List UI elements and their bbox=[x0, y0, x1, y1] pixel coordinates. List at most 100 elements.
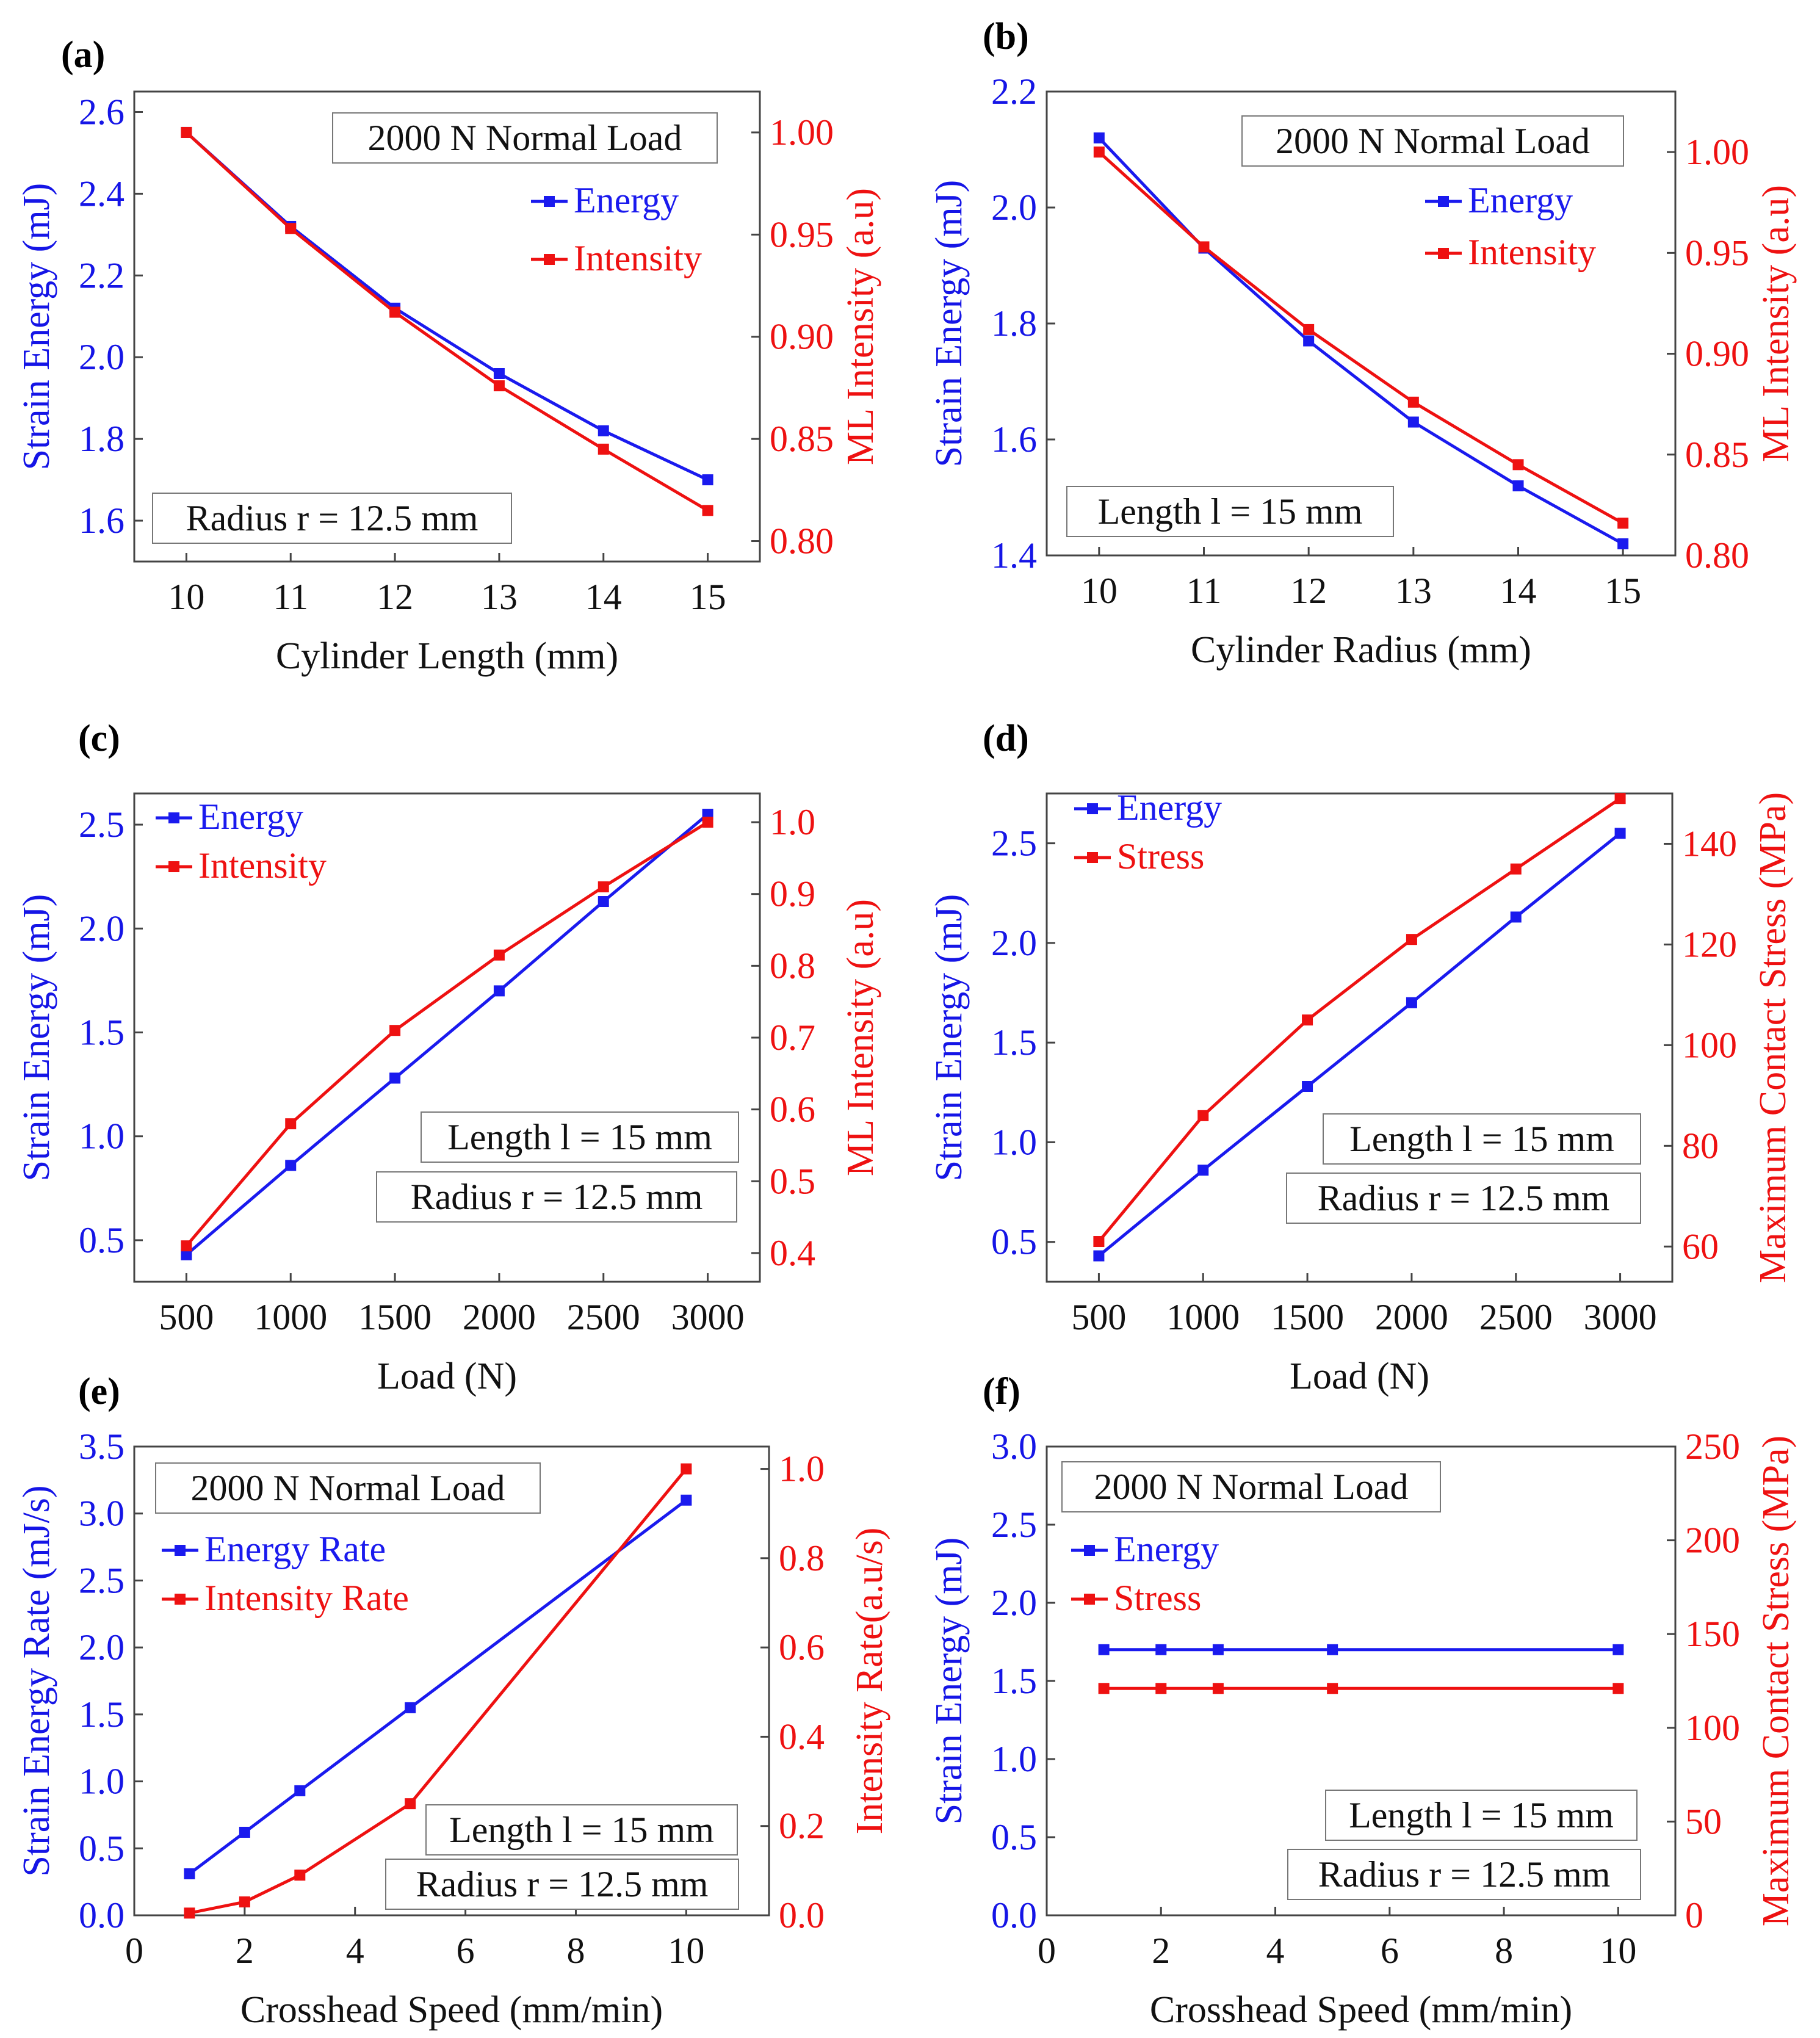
y-left-tick-label: 2.6 bbox=[79, 92, 125, 132]
data-point bbox=[181, 1249, 192, 1260]
x-tick-label: 2 bbox=[1152, 1931, 1170, 1971]
y-left-tick-label: 0.5 bbox=[79, 1828, 125, 1868]
y-right-tick-label: 80 bbox=[1682, 1126, 1719, 1166]
data-point bbox=[1155, 1644, 1167, 1655]
legend-label: Intensity bbox=[198, 845, 327, 886]
y-left-tick-label: 3.0 bbox=[991, 1426, 1037, 1467]
y-right-tick-label: 0.8 bbox=[779, 1538, 825, 1578]
chart-panel-e: (e) 0 2 4 6 8 10 0.0 0.5 1.0 1.5 2.0 2.5 3.0 3.5 0.0 0.2… bbox=[16, 1371, 890, 2031]
data-point bbox=[681, 1494, 692, 1506]
annotation-text: Radius r = 12.5 mm bbox=[186, 498, 478, 538]
data-point bbox=[1198, 241, 1210, 253]
y-left-axis-label: Strain Energy (mJ) bbox=[928, 894, 970, 1182]
y-left-tick-label: 2.5 bbox=[991, 823, 1037, 864]
y-right-tick-label: 0.85 bbox=[1685, 435, 1749, 475]
legend-label: Energy bbox=[574, 180, 679, 220]
y-right-tick-label: 0.7 bbox=[770, 1017, 815, 1058]
x-tick-label: 3000 bbox=[1584, 1297, 1657, 1337]
series-line-intensity bbox=[185, 131, 709, 512]
data-point bbox=[285, 223, 297, 234]
panel-letter: (f) bbox=[983, 1371, 1020, 1412]
data-point bbox=[1407, 416, 1419, 428]
y-left-tick-label: 1.0 bbox=[991, 1122, 1037, 1162]
annotation-box bbox=[385, 1859, 739, 1910]
data-point bbox=[1407, 396, 1419, 408]
data-point bbox=[1093, 132, 1105, 143]
data-point bbox=[1303, 335, 1315, 347]
panel-letter: (e) bbox=[78, 1371, 120, 1412]
y-right-tick-label: 0.8 bbox=[770, 945, 815, 986]
y-left-tick-label: 1.5 bbox=[79, 1012, 125, 1052]
y-right-tick-label: 0.6 bbox=[770, 1089, 815, 1130]
data-point bbox=[1612, 1644, 1624, 1655]
x-tick-label: 500 bbox=[1071, 1297, 1126, 1337]
y-left-tick-label: 0.5 bbox=[991, 1222, 1037, 1262]
series-line-stress bbox=[1097, 797, 1621, 1243]
x-tick-label: 14 bbox=[1500, 571, 1537, 611]
y-right-tick-label: 0.80 bbox=[770, 521, 834, 562]
data-point bbox=[184, 1907, 195, 1919]
x-tick-label: 12 bbox=[377, 577, 413, 617]
chart-panel-c: (c) 500 1000 1500 2000 2500 3000 0.5 1.0 1.5 2.0 2.… bbox=[16, 718, 881, 1397]
y-right-tick-label: 1.0 bbox=[770, 802, 815, 842]
annotation-text: 2000 N Normal Load bbox=[191, 1468, 505, 1508]
y-left-tick-label: 2.5 bbox=[79, 804, 125, 845]
data-point bbox=[1093, 146, 1105, 158]
data-point bbox=[1093, 1250, 1105, 1262]
y-right-tick-label: 150 bbox=[1685, 1614, 1740, 1654]
y-right-tick-label: 200 bbox=[1685, 1520, 1740, 1561]
data-point bbox=[184, 1868, 195, 1879]
data-point bbox=[493, 985, 505, 997]
y-right-tick-label: 0.90 bbox=[1685, 334, 1749, 374]
y-left-tick-label: 2.0 bbox=[79, 908, 125, 949]
y-left-tick-label: 2.0 bbox=[991, 1583, 1037, 1623]
y-right-axis-label: ML Intensity (a.u) bbox=[1755, 185, 1797, 462]
annotation-box bbox=[332, 112, 718, 164]
data-point bbox=[389, 1025, 401, 1036]
data-point bbox=[1098, 1644, 1110, 1655]
y-right-tick-label: 1.00 bbox=[770, 112, 834, 153]
x-tick-label: 4 bbox=[1266, 1931, 1285, 1971]
y-left-tick-label: 1.0 bbox=[79, 1762, 125, 1802]
y-left-tick-label: 0.0 bbox=[79, 1895, 125, 1935]
data-point bbox=[598, 425, 609, 436]
y-right-tick-label: 0.4 bbox=[770, 1233, 815, 1273]
data-point bbox=[181, 1240, 192, 1252]
x-tick-label: 2000 bbox=[1375, 1297, 1448, 1337]
y-right-axis-label: ML Intensity (a.u) bbox=[840, 188, 881, 465]
annotation-box bbox=[1066, 486, 1394, 537]
annotation-box bbox=[1323, 1113, 1641, 1165]
data-point bbox=[181, 126, 192, 138]
y-right-tick-label: 100 bbox=[1685, 1708, 1740, 1748]
data-point bbox=[1302, 1081, 1313, 1092]
y-right-tick-label: 0.4 bbox=[779, 1716, 825, 1757]
x-tick-label: 0 bbox=[125, 1931, 143, 1971]
y-left-axis-label: Strain Energy (mJ) bbox=[928, 1538, 970, 1825]
legend-marker bbox=[1087, 852, 1098, 863]
x-tick-label: 13 bbox=[481, 577, 518, 617]
data-point bbox=[294, 1785, 306, 1796]
legend-label: Stress bbox=[1117, 836, 1204, 876]
x-tick-label: 1000 bbox=[1166, 1297, 1240, 1337]
panel-letter: (c) bbox=[78, 718, 120, 759]
data-point bbox=[294, 1870, 306, 1881]
x-tick-label: 2000 bbox=[463, 1297, 536, 1337]
y-left-tick-label: 1.5 bbox=[79, 1694, 125, 1735]
data-point bbox=[389, 306, 401, 318]
annotation-box bbox=[152, 493, 512, 544]
x-tick-label: 12 bbox=[1290, 571, 1327, 611]
y-left-tick-label: 0.5 bbox=[79, 1220, 125, 1260]
x-tick-label: 15 bbox=[1605, 571, 1641, 611]
y-left-tick-label: 1.6 bbox=[79, 500, 125, 541]
data-point bbox=[239, 1896, 250, 1908]
data-point bbox=[702, 817, 713, 828]
y-right-axis-label: Intensity Rate(a.u/s) bbox=[849, 1528, 890, 1835]
data-point bbox=[1406, 934, 1417, 945]
x-tick-label: 10 bbox=[1600, 1931, 1636, 1971]
y-left-tick-label: 2.5 bbox=[79, 1560, 125, 1600]
y-left-tick-label: 1.6 bbox=[991, 419, 1037, 460]
plot-frame bbox=[133, 90, 761, 563]
x-tick-label: 13 bbox=[1395, 571, 1432, 611]
x-tick-label: 4 bbox=[346, 1931, 364, 1971]
